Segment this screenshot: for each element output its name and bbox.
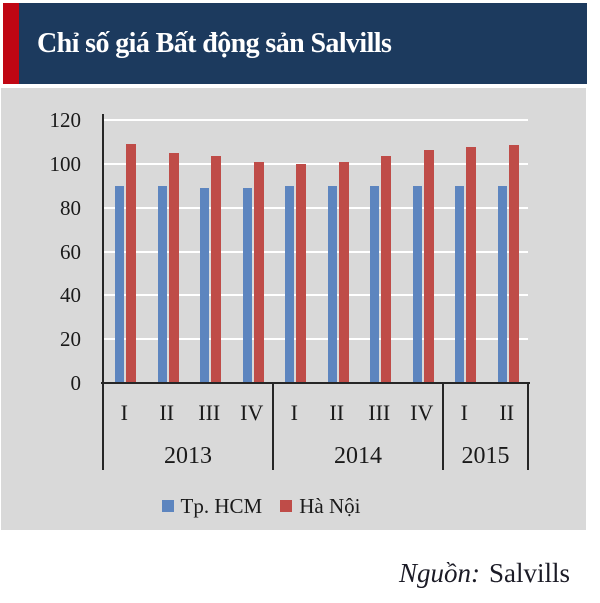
bar-hcm	[327, 185, 337, 383]
legend-swatch-hcm	[161, 500, 174, 512]
legend: Tp. HCM Hà Nội	[1, 492, 521, 520]
page-title: Chỉ số giá Bất động sản Salvills	[37, 27, 392, 59]
x-tick-label: I	[460, 400, 468, 425]
bar-hanoi	[508, 145, 519, 383]
legend-item-label: Hà Nội	[299, 493, 361, 518]
x-tick-label: I	[120, 400, 128, 425]
bar-hanoi	[126, 144, 136, 383]
bar-hanoi	[381, 156, 391, 383]
gridline	[103, 119, 528, 121]
legend-item-hanoi: Hà Nội	[280, 494, 360, 519]
bar-hanoi	[423, 149, 434, 383]
gridline	[103, 338, 528, 341]
y-tick-label: 20	[60, 327, 81, 352]
x-tick-label: II	[329, 400, 345, 425]
bar-hcm	[455, 185, 464, 383]
y-tick-label: 100	[49, 151, 82, 176]
y-tick-label: 120	[49, 108, 82, 132]
x-tick-label: IV	[240, 400, 264, 425]
bar-hcm	[412, 185, 422, 383]
bar-hcm	[115, 185, 124, 383]
year-separator-line	[442, 383, 444, 470]
source-note: Nguồn: Salvills	[399, 558, 570, 589]
bar-hcm	[157, 185, 167, 383]
header-banner: Chỉ số giá Bất động sản Salvills	[3, 3, 587, 84]
x-tick-label: III	[368, 400, 391, 425]
bar-hcm	[285, 185, 294, 383]
y-tick-label: 80	[60, 195, 81, 220]
y-tick-label: 0	[70, 371, 82, 395]
year-separator-line	[272, 383, 274, 470]
bar-hcm	[200, 187, 209, 383]
year-label: 2015	[461, 443, 510, 469]
year-label: 2014	[334, 443, 382, 469]
bar-hanoi	[466, 147, 476, 383]
bar-hcm	[497, 185, 507, 383]
legend-item-label: Tp. HCM	[180, 493, 263, 518]
x-tick-label: IV	[410, 400, 434, 425]
bar-hanoi	[253, 161, 264, 383]
year-label: 2013	[164, 443, 212, 469]
bar-hanoi	[168, 152, 179, 383]
y-tick-label: 40	[60, 283, 81, 308]
x-tick-label: II	[499, 400, 515, 425]
year-separator-line	[102, 383, 104, 470]
gridline	[103, 294, 528, 297]
source-label: Nguồn:	[398, 558, 480, 588]
gridline	[103, 250, 528, 253]
y-tick-label: 60	[60, 239, 81, 264]
x-axis-line	[101, 382, 530, 384]
bar-hcm	[242, 187, 252, 383]
gridline	[103, 162, 528, 165]
chart-panel: Tp. HCM Hà Nội 0 20 40 60 80 100 120 I II III IV I II…	[1, 88, 586, 530]
legend-item-hcm: Tp. HCM	[161, 493, 263, 519]
bar-hanoi	[338, 161, 349, 383]
bar-hcm	[370, 185, 379, 383]
bar-hanoi	[296, 163, 306, 383]
source-value: Salvills	[488, 558, 570, 588]
legend-swatch-hanoi	[280, 500, 293, 512]
gridline	[103, 206, 528, 209]
y-axis-line	[102, 114, 104, 385]
year-separator-line	[527, 383, 529, 470]
x-tick-label: I	[290, 400, 298, 425]
bar-hanoi	[211, 156, 221, 383]
x-tick-label: III	[198, 400, 221, 425]
header-accent-bar	[3, 3, 19, 84]
x-tick-label: II	[159, 400, 175, 425]
